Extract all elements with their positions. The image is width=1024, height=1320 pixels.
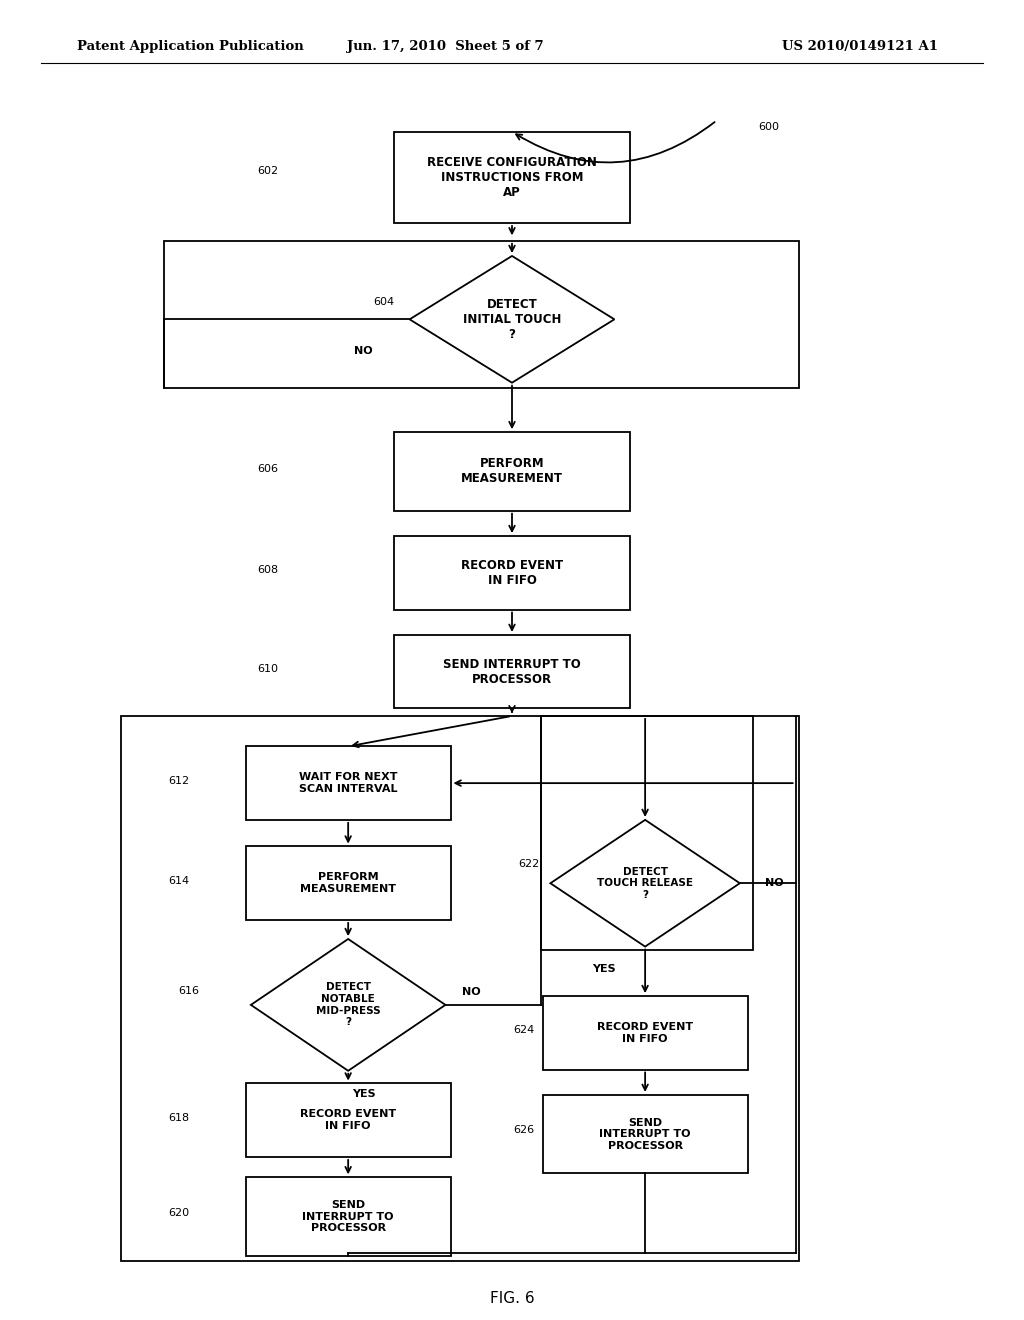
Text: 606: 606 [257, 463, 279, 474]
Text: 600: 600 [758, 121, 779, 132]
Text: RECORD EVENT
IN FIFO: RECORD EVENT IN FIFO [597, 1022, 693, 1044]
Bar [394, 132, 630, 223]
Text: 604: 604 [373, 297, 394, 306]
Bar [246, 846, 451, 920]
Bar [121, 715, 799, 1261]
Text: 608: 608 [257, 565, 279, 576]
Text: PERFORM
MEASUREMENT: PERFORM MEASUREMENT [461, 458, 563, 486]
Text: DETECT
NOTABLE
MID-PRESS
?: DETECT NOTABLE MID-PRESS ? [315, 982, 381, 1027]
Text: DETECT
INITIAL TOUCH
?: DETECT INITIAL TOUCH ? [463, 298, 561, 341]
Text: 614: 614 [168, 875, 189, 886]
Text: 620: 620 [168, 1208, 189, 1218]
Text: NO: NO [766, 878, 784, 888]
Text: YES: YES [592, 965, 616, 974]
Text: 610: 610 [257, 664, 279, 675]
Text: SEND
INTERRUPT TO
PROCESSOR: SEND INTERRUPT TO PROCESSOR [302, 1200, 394, 1233]
Text: Patent Application Publication: Patent Application Publication [77, 40, 303, 53]
Bar [246, 746, 451, 820]
Text: Jun. 17, 2010  Sheet 5 of 7: Jun. 17, 2010 Sheet 5 of 7 [347, 40, 544, 53]
Text: 622: 622 [518, 859, 540, 870]
Text: 618: 618 [168, 1113, 189, 1123]
Text: YES: YES [351, 1089, 376, 1098]
Bar [394, 536, 630, 610]
Text: NO: NO [354, 346, 373, 356]
Text: 612: 612 [168, 776, 189, 785]
Text: RECEIVE CONFIGURATION
INSTRUCTIONS FROM
AP: RECEIVE CONFIGURATION INSTRUCTIONS FROM … [427, 156, 597, 199]
Text: FIG. 6: FIG. 6 [489, 1291, 535, 1307]
Bar [541, 715, 753, 950]
Text: SEND
INTERRUPT TO
PROCESSOR: SEND INTERRUPT TO PROCESSOR [599, 1118, 691, 1151]
Text: 626: 626 [513, 1126, 535, 1135]
Text: RECORD EVENT
IN FIFO: RECORD EVENT IN FIFO [300, 1109, 396, 1131]
Bar [543, 1094, 748, 1173]
Text: WAIT FOR NEXT
SCAN INTERVAL: WAIT FOR NEXT SCAN INTERVAL [299, 772, 397, 793]
Text: US 2010/0149121 A1: US 2010/0149121 A1 [782, 40, 938, 53]
Text: RECORD EVENT
IN FIFO: RECORD EVENT IN FIFO [461, 558, 563, 587]
Bar [394, 432, 630, 511]
Polygon shape [410, 256, 614, 383]
Text: 624: 624 [513, 1026, 535, 1035]
Bar [164, 240, 799, 388]
Text: PERFORM
MEASUREMENT: PERFORM MEASUREMENT [300, 873, 396, 894]
Text: NO: NO [462, 987, 480, 997]
Bar [394, 635, 630, 709]
Text: SEND INTERRUPT TO
PROCESSOR: SEND INTERRUPT TO PROCESSOR [443, 657, 581, 685]
Bar [543, 997, 748, 1069]
Polygon shape [251, 939, 445, 1071]
Bar [246, 1084, 451, 1156]
Polygon shape [551, 820, 739, 946]
Text: 616: 616 [178, 986, 200, 997]
Text: DETECT
TOUCH RELEASE
?: DETECT TOUCH RELEASE ? [597, 867, 693, 900]
Text: 602: 602 [257, 166, 279, 176]
Bar [246, 1177, 451, 1255]
